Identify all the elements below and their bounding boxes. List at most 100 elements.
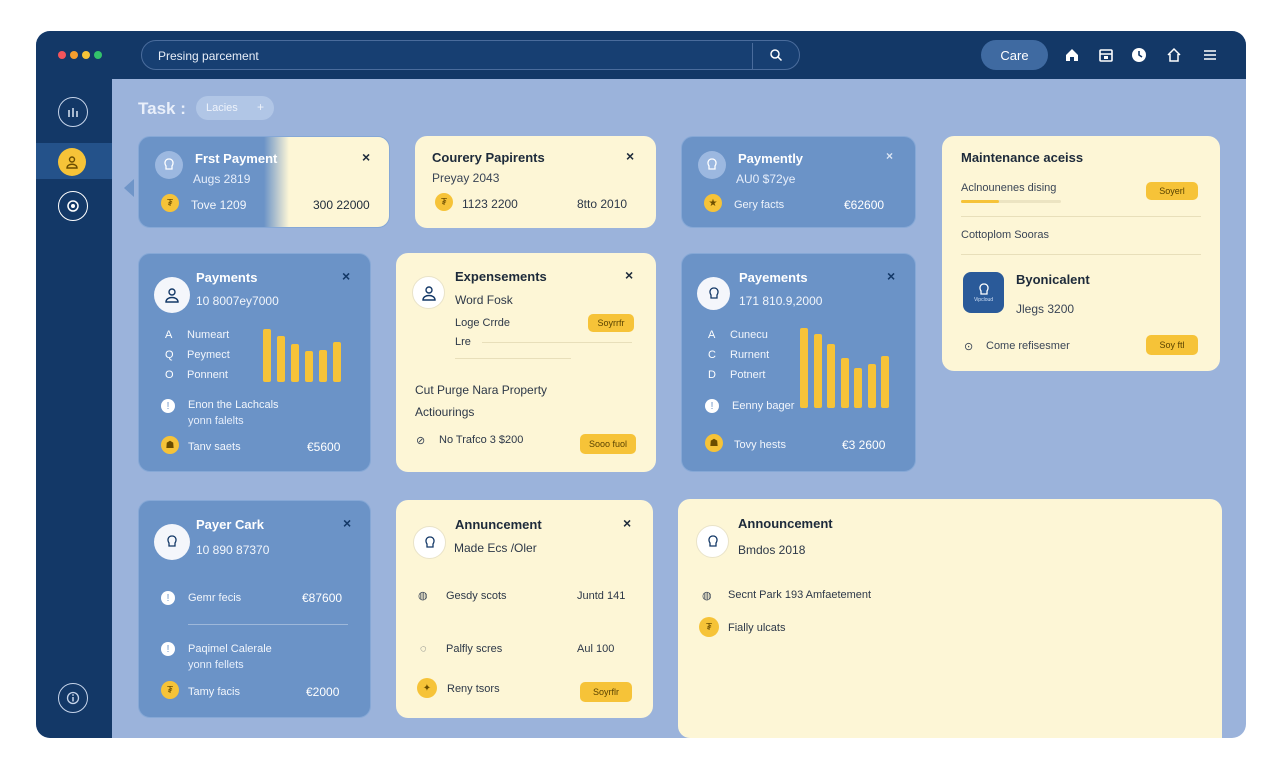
card-subtitle: 10 8007ey7000 bbox=[196, 294, 279, 308]
clock-icon[interactable] bbox=[1131, 47, 1147, 63]
note-line-1: Paqimel Calerale bbox=[188, 643, 272, 655]
legend-key: A bbox=[165, 329, 173, 341]
user-icon bbox=[154, 277, 190, 313]
first-payment-card[interactable]: Frst Payment Augs 2819 ₮ Tove 1209 300 2… bbox=[138, 136, 390, 228]
card-subtitle: 171 810.9,2000 bbox=[739, 294, 823, 308]
search-bar[interactable]: Presing parcement bbox=[141, 40, 800, 70]
bar bbox=[813, 334, 822, 408]
row-amount: €87600 bbox=[302, 591, 343, 605]
maintenance-card[interactable]: Maintenance aceiss Aclnounenes dising So… bbox=[942, 136, 1220, 371]
card-amount: €3 2600 bbox=[842, 438, 886, 452]
progress-track bbox=[961, 200, 1061, 203]
body-line-1: Cut Purge Nara Property bbox=[415, 383, 548, 397]
close-icon[interactable]: × bbox=[625, 267, 634, 283]
annuncement-card[interactable]: Annuncement Made Ecs /Oler × ◍ Gesdy sco… bbox=[396, 500, 653, 718]
card-item-label: 1123 2200 bbox=[462, 197, 518, 211]
bar bbox=[840, 358, 849, 408]
close-icon[interactable]: × bbox=[887, 268, 896, 284]
card-title: Payments bbox=[196, 270, 258, 285]
row-label: Gesdy scots bbox=[446, 590, 507, 602]
paymently-card[interactable]: Paymently AU0 $72ye ★ Gery facts €62600 … bbox=[681, 136, 916, 228]
task-chip-label: Lacies bbox=[206, 102, 238, 114]
legend-label: Rurnent bbox=[730, 349, 770, 361]
payer-cark-card[interactable]: Payer Cark 10 890 87370 × ! Gemr fecis €… bbox=[138, 500, 371, 718]
task-filter-chip[interactable]: Lacies + bbox=[196, 96, 274, 120]
card-item-label: Tovy hests bbox=[734, 439, 786, 451]
lock-icon: ◌ bbox=[420, 643, 427, 655]
menu-icon[interactable] bbox=[1202, 47, 1218, 63]
divider bbox=[455, 358, 571, 359]
link-icon: ⊙ bbox=[964, 341, 974, 353]
window-dot-zoom[interactable] bbox=[82, 51, 90, 59]
legend-key: Q bbox=[165, 349, 174, 361]
home-icon[interactable] bbox=[1064, 47, 1080, 63]
chart-icon[interactable] bbox=[58, 97, 88, 127]
info-icon: ! bbox=[161, 591, 175, 605]
house-icon[interactable] bbox=[1166, 47, 1182, 63]
target-icon[interactable] bbox=[58, 191, 88, 221]
note-line-2: yonn falelts bbox=[188, 415, 244, 427]
legend-label: Potnert bbox=[730, 369, 766, 381]
progress-fill bbox=[961, 200, 999, 203]
card-amount: 8tto 2010 bbox=[577, 197, 628, 211]
app-icon[interactable]: Vipcloud bbox=[963, 272, 1004, 313]
bar bbox=[277, 336, 285, 382]
info-icon: ! bbox=[161, 642, 175, 656]
user-icon[interactable] bbox=[58, 148, 86, 176]
row-button[interactable]: Soyrflr bbox=[580, 682, 632, 702]
shield-icon: ◍ bbox=[418, 590, 428, 602]
coin-icon: ₮ bbox=[161, 681, 179, 699]
expensements-card[interactable]: Expensements Word Fosk × Loge Crrde Soyr… bbox=[396, 253, 656, 472]
calendar-icon[interactable] bbox=[1098, 47, 1114, 63]
maintenance-row-button[interactable]: Soyerl bbox=[1146, 182, 1198, 200]
body-line-2: Actiourings bbox=[415, 405, 475, 419]
maintenance-footer-button[interactable]: Soy ftl bbox=[1146, 335, 1198, 355]
window-dot-close[interactable] bbox=[58, 51, 66, 59]
card-subtitle: Bmdos 2018 bbox=[738, 543, 806, 557]
app-title: Byonicalent bbox=[1016, 272, 1090, 287]
info-icon: ! bbox=[705, 399, 719, 413]
payements-card[interactable]: Payements 171 810.9,2000 × A Cunecu C Rurne… bbox=[681, 253, 916, 472]
card-title: Maintenance aceiss bbox=[961, 150, 1084, 165]
sidebar-pointer bbox=[124, 179, 134, 197]
add-chip-icon[interactable]: + bbox=[256, 100, 264, 114]
courery-payments-card[interactable]: Courery Papirents Preyay 2043 ₮ 1123 220… bbox=[415, 136, 656, 228]
footer-button[interactable]: Sooo fuol bbox=[580, 434, 636, 454]
close-icon[interactable]: × bbox=[342, 268, 351, 284]
card-title: Frst Payment bbox=[195, 151, 278, 166]
card-title: Payements bbox=[739, 270, 808, 285]
close-icon[interactable]: × bbox=[626, 148, 635, 164]
info-icon[interactable] bbox=[58, 683, 88, 713]
top-bar: Presing parcement Care bbox=[36, 31, 1246, 79]
close-icon[interactable]: × bbox=[343, 515, 352, 531]
card-title: Payer Cark bbox=[196, 517, 264, 532]
bar bbox=[333, 342, 341, 382]
row-value: Juntd 141 bbox=[577, 590, 626, 602]
care-button[interactable]: Care bbox=[981, 40, 1048, 70]
window-dot-extra[interactable] bbox=[94, 51, 102, 59]
user-icon bbox=[412, 276, 445, 309]
card-subtitle: Preyay 2043 bbox=[432, 171, 500, 185]
coin-icon: ☗ bbox=[705, 434, 723, 452]
close-icon[interactable]: × bbox=[623, 515, 632, 531]
divider bbox=[961, 254, 1201, 255]
field-label: Loge Crrde bbox=[455, 317, 511, 329]
search-icon[interactable] bbox=[769, 48, 783, 62]
note-line-2: yonn fellets bbox=[188, 659, 244, 671]
bar bbox=[291, 344, 299, 382]
card-subtitle: Made Ecs /Oler bbox=[454, 541, 537, 555]
announcement-card[interactable]: Announcement Bmdos 2018 ◍ Secnt Park 193… bbox=[678, 499, 1222, 738]
card-item-label: Gery facts bbox=[734, 199, 785, 211]
bulb-icon bbox=[155, 151, 183, 179]
window-dot-minimize[interactable] bbox=[70, 51, 78, 59]
payments-card[interactable]: Payments 10 8007ey7000 × A Numeart Q Peymec… bbox=[138, 253, 371, 472]
legend-key: O bbox=[165, 369, 174, 381]
card-subtitle: Word Fosk bbox=[455, 293, 513, 307]
search-input[interactable]: Presing parcement bbox=[158, 49, 259, 63]
field-label: Lre bbox=[455, 336, 471, 348]
divider bbox=[482, 342, 632, 343]
note-line: Eenny bager bbox=[732, 400, 795, 412]
close-icon[interactable]: × bbox=[886, 149, 894, 163]
close-icon[interactable]: × bbox=[362, 149, 371, 165]
field-button[interactable]: Soyrrfr bbox=[588, 314, 634, 332]
